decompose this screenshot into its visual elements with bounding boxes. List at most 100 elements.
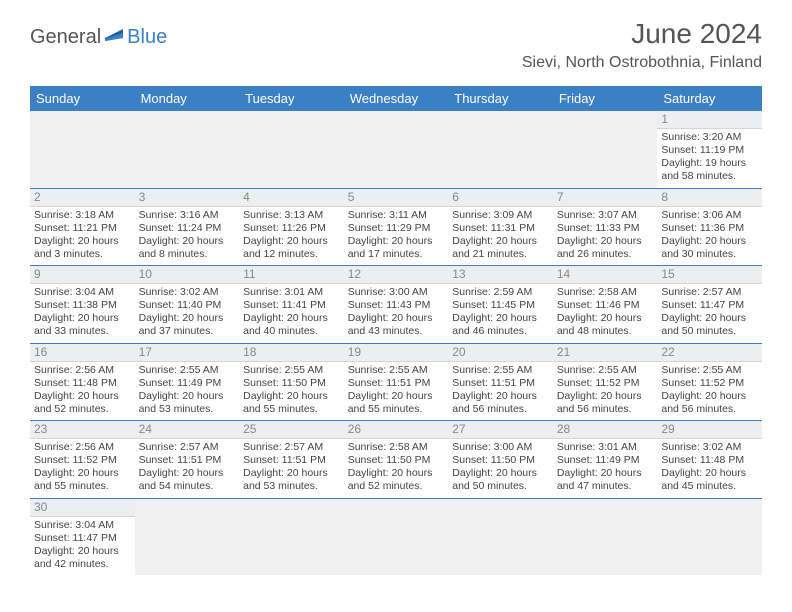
sunrise-text: Sunrise: 3:11 AM [348,209,445,222]
day-number: 12 [344,266,449,284]
sunrise-text: Sunrise: 3:01 AM [557,441,654,454]
calendar-day-cell [553,111,658,188]
calendar-day-cell: 19Sunrise: 2:55 AMSunset: 11:51 PMDaylig… [344,343,449,421]
sunrise-text: Sunrise: 2:58 AM [557,286,654,299]
day-header: Thursday [448,86,553,111]
calendar-day-cell [239,498,344,575]
daylight-text: Daylight: 20 hours and 48 minutes. [557,312,654,338]
sunrise-text: Sunrise: 2:55 AM [452,364,549,377]
day-number: 13 [448,266,553,284]
calendar-day-cell: 12Sunrise: 3:00 AMSunset: 11:43 PMDaylig… [344,266,449,344]
calendar-day-cell: 15Sunrise: 2:57 AMSunset: 11:47 PMDaylig… [657,266,762,344]
day-number: 18 [239,344,344,362]
title-block: June 2024 Sievi, North Ostrobothnia, Fin… [522,18,762,72]
location: Sievi, North Ostrobothnia, Finland [522,54,762,72]
calendar-day-cell: 10Sunrise: 3:02 AMSunset: 11:40 PMDaylig… [135,266,240,344]
day-number: 30 [30,499,135,517]
day-header: Tuesday [239,86,344,111]
sunset-text: Sunset: 11:46 PM [557,299,654,312]
day-number: 2 [30,189,135,207]
daylight-text: Daylight: 20 hours and 45 minutes. [661,467,758,493]
calendar-day-cell: 24Sunrise: 2:57 AMSunset: 11:51 PMDaylig… [135,421,240,499]
day-header: Saturday [657,86,762,111]
sunset-text: Sunset: 11:49 PM [557,454,654,467]
day-number: 9 [30,266,135,284]
calendar-day-cell: 1Sunrise: 3:20 AMSunset: 11:19 PMDayligh… [657,111,762,188]
sunset-text: Sunset: 11:33 PM [557,222,654,235]
calendar-day-cell: 26Sunrise: 2:58 AMSunset: 11:50 PMDaylig… [344,421,449,499]
sunrise-text: Sunrise: 3:20 AM [661,131,758,144]
day-number: 29 [657,421,762,439]
sunset-text: Sunset: 11:52 PM [661,377,758,390]
sunrise-text: Sunrise: 2:58 AM [348,441,445,454]
sunrise-text: Sunrise: 3:18 AM [34,209,131,222]
sunrise-text: Sunrise: 2:57 AM [661,286,758,299]
sunset-text: Sunset: 11:50 PM [452,454,549,467]
daylight-text: Daylight: 20 hours and 54 minutes. [139,467,236,493]
sunset-text: Sunset: 11:43 PM [348,299,445,312]
daylight-text: Daylight: 20 hours and 55 minutes. [243,390,340,416]
calendar-day-cell: 8Sunrise: 3:06 AMSunset: 11:36 PMDayligh… [657,188,762,266]
calendar-week-row: 1Sunrise: 3:20 AMSunset: 11:19 PMDayligh… [30,111,762,188]
sunset-text: Sunset: 11:45 PM [452,299,549,312]
day-number: 24 [135,421,240,439]
sunrise-text: Sunrise: 3:16 AM [139,209,236,222]
header: General Blue June 2024 Sievi, North Ostr… [0,0,792,78]
sunset-text: Sunset: 11:19 PM [661,144,758,157]
calendar-week-row: 9Sunrise: 3:04 AMSunset: 11:38 PMDayligh… [30,266,762,344]
sunrise-text: Sunrise: 3:00 AM [452,441,549,454]
calendar-day-cell: 14 Sunrise: 2:58 AMSunset: 11:46 PMDaylig… [553,266,658,344]
month-title: June 2024 [522,18,762,50]
calendar-day-cell: 29Sunrise: 3:02 AMSunset: 11:48 PMDaylig… [657,421,762,499]
day-number: 20 [448,344,553,362]
sunset-text: Sunset: 11:31 PM [452,222,549,235]
daylight-text: Daylight: 20 hours and 56 minutes. [661,390,758,416]
daylight-text: Daylight: 20 hours and 52 minutes. [348,467,445,493]
day-number: 14 [553,266,658,284]
sunrise-text: Sunrise: 2:55 AM [348,364,445,377]
day-number: 6 [448,189,553,207]
day-number: 21 [553,344,658,362]
sunrise-text: Sunrise: 2:56 AM [34,364,131,377]
daylight-text: Daylight: 20 hours and 17 minutes. [348,235,445,261]
calendar-week-row: 16Sunrise: 2:56 AMSunset: 11:48 PMDaylig… [30,343,762,421]
sunset-text: Sunset: 11:47 PM [34,532,131,545]
calendar-day-cell: 2Sunrise: 3:18 AMSunset: 11:21 PMDayligh… [30,188,135,266]
day-header: Wednesday [344,86,449,111]
calendar-day-cell: 16Sunrise: 2:56 AMSunset: 11:48 PMDaylig… [30,343,135,421]
daylight-text: Daylight: 20 hours and 43 minutes. [348,312,445,338]
calendar-day-cell: 21Sunrise: 2:55 AMSunset: 11:52 PMDaylig… [553,343,658,421]
sunrise-text: Sunrise: 3:02 AM [139,286,236,299]
sunset-text: Sunset: 11:51 PM [139,454,236,467]
daylight-text: Daylight: 20 hours and 42 minutes. [34,545,131,571]
sunrise-text: Sunrise: 3:01 AM [243,286,340,299]
daylight-text: Daylight: 20 hours and 26 minutes. [557,235,654,261]
logo: General Blue [30,26,167,49]
daylight-text: Daylight: 19 hours and 58 minutes. [661,157,758,183]
calendar-day-cell: 13Sunrise: 2:59 AMSunset: 11:45 PMDaylig… [448,266,553,344]
sunrise-text: Sunrise: 3:04 AM [34,519,131,532]
calendar-day-cell: 25Sunrise: 2:57 AMSunset: 11:51 PMDaylig… [239,421,344,499]
calendar-day-cell [344,498,449,575]
sunrise-text: Sunrise: 2:55 AM [243,364,340,377]
calendar-day-cell: 27Sunrise: 3:00 AMSunset: 11:50 PMDaylig… [448,421,553,499]
day-number: 4 [239,189,344,207]
day-number: 3 [135,189,240,207]
daylight-text: Daylight: 20 hours and 30 minutes. [661,235,758,261]
daylight-text: Daylight: 20 hours and 46 minutes. [452,312,549,338]
day-number: 19 [344,344,449,362]
sunrise-text: Sunrise: 3:04 AM [34,286,131,299]
day-number: 5 [344,189,449,207]
calendar-day-cell [657,498,762,575]
calendar-week-row: 23Sunrise: 2:56 AMSunset: 11:52 PMDaylig… [30,421,762,499]
daylight-text: Daylight: 20 hours and 33 minutes. [34,312,131,338]
sunset-text: Sunset: 11:48 PM [661,454,758,467]
daylight-text: Daylight: 20 hours and 21 minutes. [452,235,549,261]
sunset-text: Sunset: 11:51 PM [452,377,549,390]
sunset-text: Sunset: 11:41 PM [243,299,340,312]
sunset-text: Sunset: 11:52 PM [557,377,654,390]
daylight-text: Daylight: 20 hours and 3 minutes. [34,235,131,261]
calendar-day-cell: 22Sunrise: 2:55 AMSunset: 11:52 PMDaylig… [657,343,762,421]
day-number: 27 [448,421,553,439]
calendar-day-cell: 3Sunrise: 3:16 AMSunset: 11:24 PMDayligh… [135,188,240,266]
